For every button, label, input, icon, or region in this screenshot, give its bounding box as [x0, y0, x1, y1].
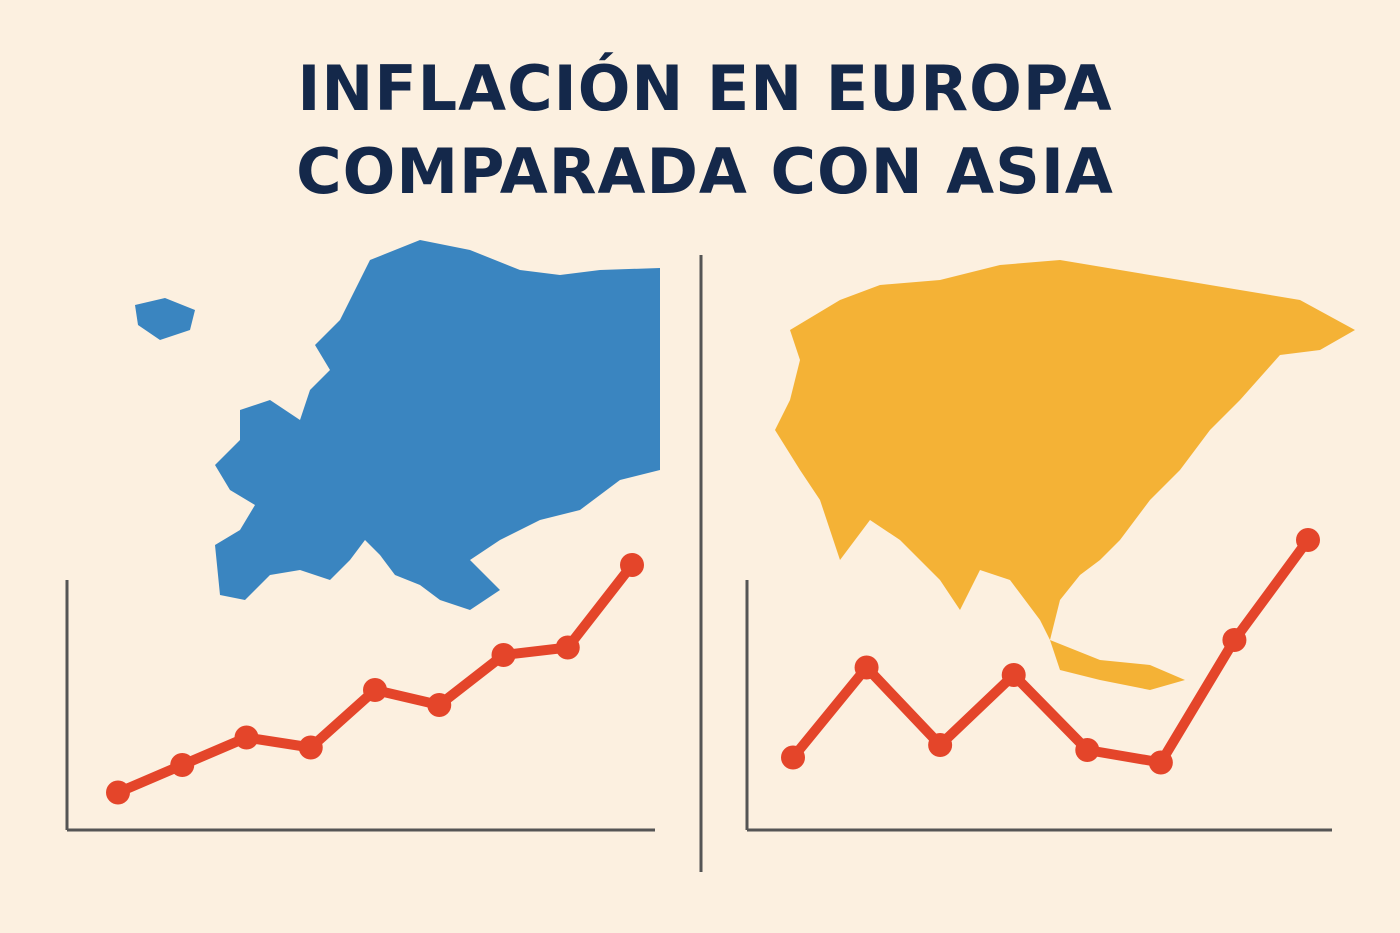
point [234, 725, 259, 750]
point [427, 693, 452, 717]
point [1148, 750, 1173, 775]
point [555, 635, 580, 660]
point [928, 733, 953, 757]
line [789, 537, 1313, 768]
asia-map [775, 260, 1355, 690]
point [854, 655, 879, 680]
point [363, 678, 387, 702]
point [1296, 528, 1320, 552]
point [106, 780, 130, 805]
title-line: COMPARADA CON ASIA [296, 135, 1114, 208]
point [170, 753, 195, 777]
point [1222, 628, 1247, 652]
europe-map [135, 240, 660, 610]
title-line: INFLACIÓN EN EUROPA [297, 52, 1112, 125]
point [620, 553, 644, 577]
point [298, 735, 323, 760]
point [781, 745, 805, 770]
point [1075, 738, 1100, 762]
point [491, 643, 516, 667]
point [1001, 663, 1026, 687]
